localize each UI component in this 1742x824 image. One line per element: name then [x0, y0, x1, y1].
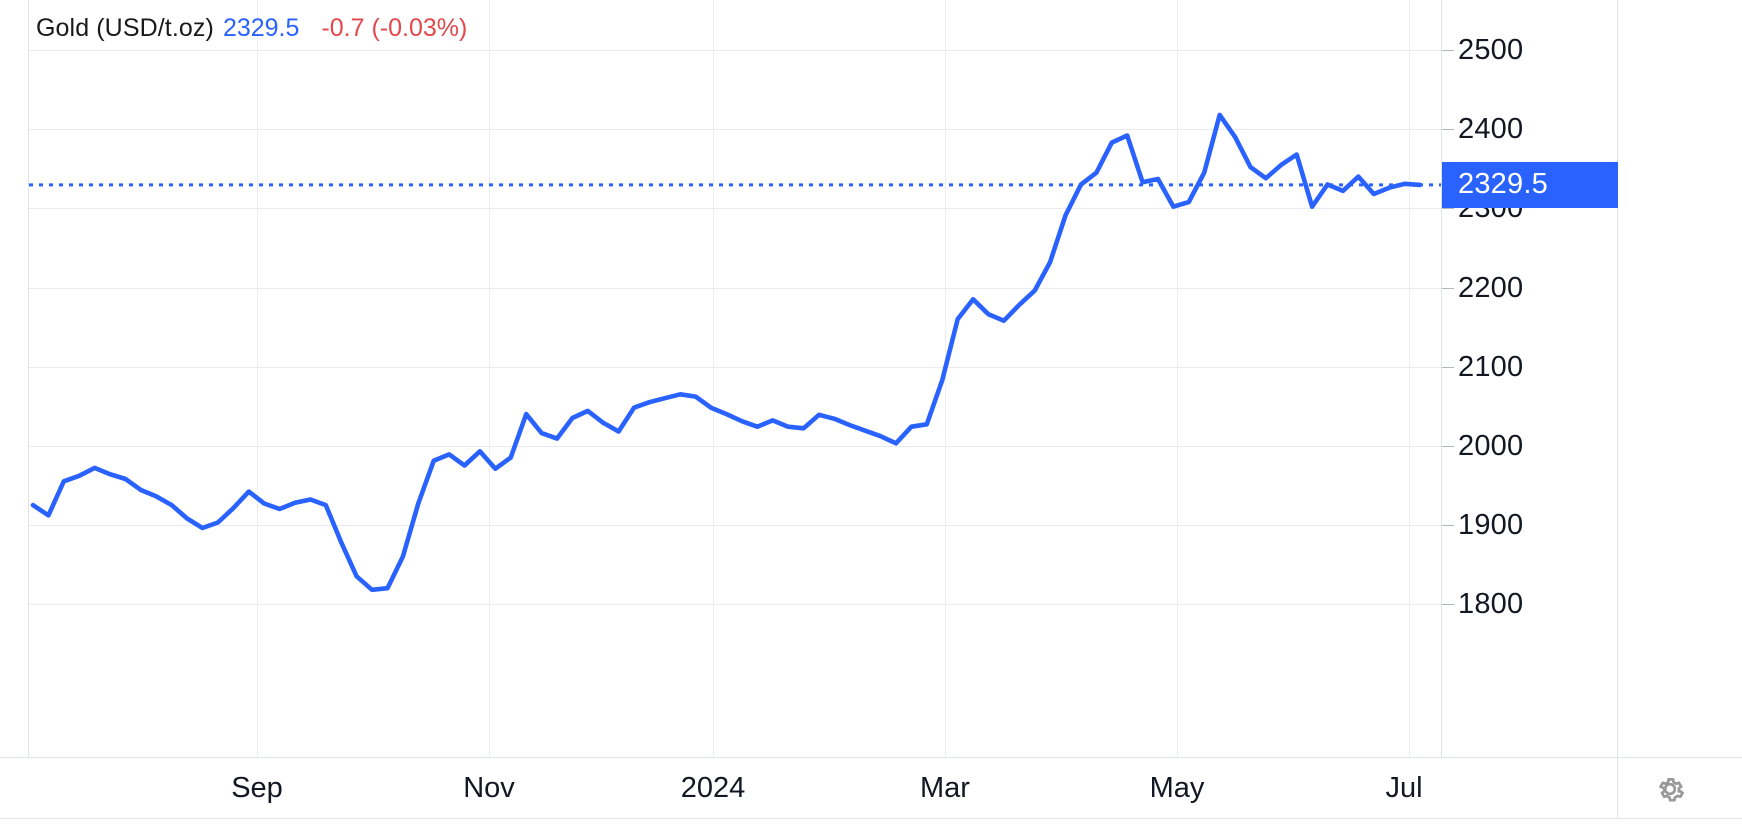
time-axis-separator	[1617, 758, 1618, 818]
gridline-2500	[29, 50, 1441, 51]
gear-icon	[1659, 778, 1684, 802]
price-tick-2000: 2000	[1442, 426, 1523, 466]
gridline-2400	[29, 129, 1441, 130]
price-tick-2200: 2200	[1442, 268, 1523, 308]
time-tick-mar: Mar	[920, 772, 970, 804]
current-price-badge[interactable]: 2329.5	[1442, 161, 1618, 208]
tick-dash-icon	[1442, 524, 1454, 526]
tick-dash-icon	[1442, 207, 1454, 209]
vgridline-jul	[1409, 0, 1410, 757]
time-tick-2024: 2024	[680, 772, 746, 804]
gridline-2200	[29, 288, 1441, 289]
tick-dash-icon	[1442, 287, 1454, 289]
price-tick-1800: 1800	[1442, 584, 1523, 624]
vgridline-may	[1177, 0, 1178, 757]
time-axis[interactable]: Sep Nov 2024 Mar May Jul	[0, 758, 1742, 818]
quote-change-abs: -0.7	[321, 14, 365, 42]
time-tick-nov: Nov	[463, 772, 515, 804]
plot-bottom-border	[0, 757, 1742, 758]
current-price-value: 2329.5	[1458, 168, 1548, 201]
plot-right-border	[1441, 0, 1442, 757]
gridline-1800	[29, 604, 1441, 605]
time-tick-may: May	[1149, 772, 1205, 804]
time-tick-sep: Sep	[231, 772, 283, 804]
vgridline-mar	[945, 0, 946, 757]
tick-dash-icon	[1442, 603, 1454, 605]
tick-dash-icon	[1442, 366, 1454, 368]
tick-dash-icon	[1442, 128, 1454, 130]
widget-bottom-border	[0, 818, 1742, 819]
gridline-2000	[29, 446, 1441, 447]
gridline-2100	[29, 367, 1441, 368]
vgridline-nov	[489, 0, 490, 757]
vgridline-2024	[713, 0, 714, 757]
vgridline-sep	[257, 0, 258, 757]
quote-symbol: Gold (USD/t.oz)	[36, 14, 214, 42]
quote-last-price: 2329.5	[222, 14, 300, 42]
tick-dash-icon	[1442, 49, 1454, 51]
plot-left-border	[28, 0, 29, 757]
price-line	[30, 112, 1423, 593]
price-tick-2500: 2500	[1442, 30, 1523, 70]
price-tick-2400: 2400	[1442, 109, 1523, 149]
quote-change-pct: (-0.03%)	[371, 14, 468, 42]
time-tick-jul: Jul	[1385, 772, 1423, 804]
price-tick-1900: 1900	[1442, 505, 1523, 545]
gridline-2300	[29, 208, 1441, 209]
gridline-1900	[29, 525, 1441, 526]
price-axis-right-border	[1617, 0, 1618, 757]
price-tick-2100: 2100	[1442, 347, 1523, 387]
price-axis[interactable]: 2500 2400 2300 2200 2100 2000 1900 1800	[1442, 0, 1618, 757]
tick-dash-icon	[1442, 445, 1454, 447]
chart-settings-button[interactable]	[1653, 772, 1687, 806]
quote-header: Gold (USD/t.oz) 2329.5 -0.7 (-0.03%)	[36, 14, 467, 48]
